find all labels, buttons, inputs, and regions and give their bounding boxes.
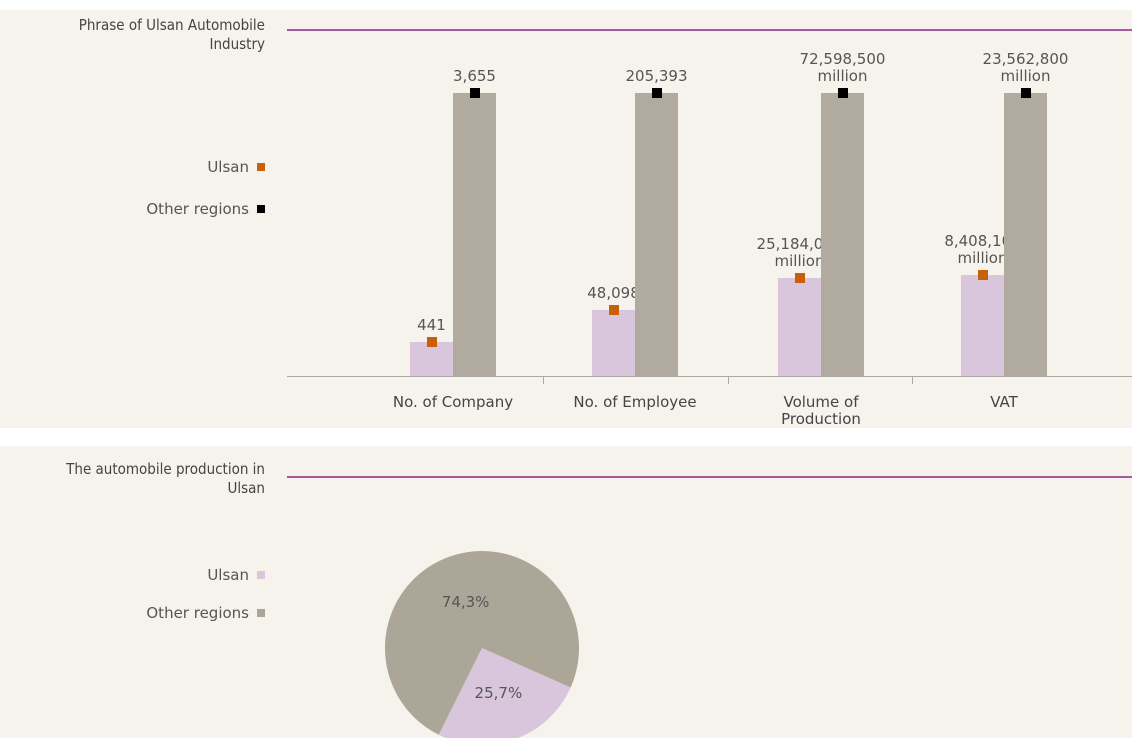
marker (651, 88, 662, 98)
chart-title: Phrase of Ulsan Automobile Industry (78, 16, 265, 53)
value-label: 48,098 (587, 283, 640, 302)
bar (961, 275, 1004, 376)
category-separator (728, 376, 729, 384)
legend-label: Ulsan (207, 566, 249, 584)
x-tick-label: Volume of Production (781, 393, 861, 428)
legend-marker (257, 609, 265, 617)
legend-item: Ulsan (207, 566, 265, 584)
value-label: 72,598,500 million (799, 50, 886, 85)
legend-marker (257, 205, 265, 213)
marker (977, 270, 988, 280)
legend-label: Other regions (146, 200, 249, 218)
value-label: 205,393 (625, 67, 688, 85)
legend-item: Ulsan (207, 158, 265, 176)
category-separator (543, 376, 544, 384)
pie-slice (385, 551, 580, 735)
title-rule (287, 476, 1132, 478)
value-label: 74,3% (442, 593, 490, 611)
x-tick-label: No. of Employee (573, 393, 697, 411)
bar (592, 309, 635, 376)
legend-item: Other regions (146, 604, 265, 622)
value-label: 25,7% (475, 684, 523, 702)
bar (821, 93, 864, 376)
chart-title: The automobile production in Ulsan (66, 460, 265, 497)
x-tick-label: No. of Company (392, 393, 514, 411)
legend-item: Other regions (146, 200, 265, 218)
legend-label: Other regions (146, 604, 249, 622)
bar (635, 93, 678, 376)
value-label: 23,562,800 million (982, 50, 1069, 85)
bar (453, 93, 496, 376)
value-label: 3,655 (453, 67, 496, 85)
marker (794, 272, 805, 283)
marker (837, 88, 848, 98)
pie-panel: The automobile production in Ulsan 25,7%… (0, 446, 1132, 738)
legend-marker (257, 571, 265, 579)
category-separator (912, 376, 913, 384)
x-axis (287, 376, 1132, 377)
title-rule (287, 29, 1132, 31)
bar (410, 341, 453, 376)
bar (1004, 93, 1047, 376)
marker (469, 88, 480, 98)
pie-slice (438, 648, 571, 738)
pie-chart: 25,7% 74,3% (385, 551, 580, 738)
x-tick-label: VAT (990, 393, 1018, 411)
bar (778, 277, 821, 376)
marker (1020, 88, 1031, 98)
bar-panel: Phrase of Ulsan Automobile Industry Ulsa… (0, 10, 1132, 428)
marker (608, 304, 619, 315)
marker (426, 336, 437, 347)
value-label: 25,184,000 million (756, 234, 843, 270)
legend-marker (257, 163, 265, 171)
legend-label: Ulsan (207, 158, 249, 176)
value-label: 441 (417, 315, 446, 334)
value-label: 8,408,100 million (944, 232, 1021, 267)
